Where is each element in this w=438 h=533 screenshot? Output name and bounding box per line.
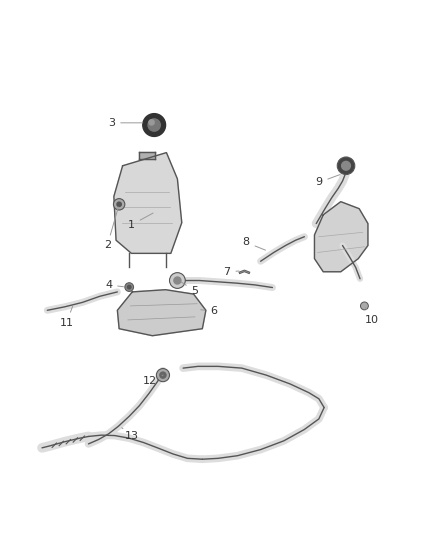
Circle shape [149, 120, 154, 125]
Circle shape [127, 285, 131, 289]
Circle shape [360, 302, 368, 310]
Circle shape [337, 157, 355, 174]
Polygon shape [314, 201, 368, 272]
Text: 11: 11 [60, 306, 74, 328]
Circle shape [117, 202, 121, 206]
Text: 5: 5 [181, 282, 198, 296]
Circle shape [160, 372, 166, 378]
Text: 10: 10 [364, 308, 378, 325]
Text: 8: 8 [243, 237, 265, 250]
Text: 6: 6 [201, 306, 217, 316]
Circle shape [156, 368, 170, 382]
Text: 9: 9 [315, 175, 340, 188]
Circle shape [113, 199, 125, 210]
Text: 13: 13 [122, 427, 139, 441]
Circle shape [170, 273, 185, 288]
Circle shape [342, 161, 350, 170]
Text: 3: 3 [108, 118, 143, 128]
Text: 4: 4 [105, 280, 124, 290]
Circle shape [174, 277, 181, 284]
Text: 1: 1 [128, 213, 153, 230]
Polygon shape [117, 290, 206, 336]
Circle shape [143, 114, 166, 136]
Circle shape [125, 282, 134, 292]
Circle shape [148, 119, 160, 131]
Text: 12: 12 [143, 375, 163, 386]
Text: 7: 7 [223, 266, 239, 277]
Polygon shape [114, 152, 182, 253]
Text: 2: 2 [104, 207, 118, 251]
